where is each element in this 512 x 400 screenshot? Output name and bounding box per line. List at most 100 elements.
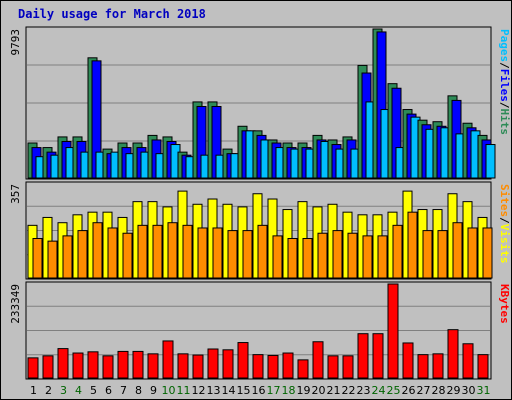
bar-kbytes-day-8 [132,350,144,379]
bar-kbytes-day-11 [177,353,189,379]
bar-sites-day-8 [137,224,148,279]
legend-1: Sites/Visits [498,184,511,264]
day-label-3: 3 [60,384,67,397]
bar-sites-day-26 [407,211,418,279]
bar-sites-day-23 [362,235,373,279]
legend-entry: Visits [498,224,511,264]
day-label-6: 6 [105,384,112,397]
bar-kbytes-day-26 [402,342,414,379]
axis-max-label: 9793 [9,29,22,56]
day-label-9: 9 [150,384,157,397]
day-label-16: 16 [252,384,266,397]
bar-pages-day-31 [485,144,496,179]
bar-kbytes-day-10 [162,340,174,379]
bar-sites-day-22 [347,232,358,279]
bar-kbytes-day-18 [282,352,294,379]
bar-kbytes-day-22 [342,355,354,379]
day-label-5: 5 [90,384,97,397]
bar-kbytes-day-19 [297,359,309,379]
day-label-28: 28 [432,384,446,397]
day-label-27: 27 [417,384,431,397]
legend-entry: / [498,217,511,224]
bar-kbytes-day-24 [372,333,384,379]
legend-entry: / [498,102,511,109]
bar-kbytes-day-12 [192,354,204,379]
bar-kbytes-day-13 [207,348,219,379]
bar-sites-day-28 [437,230,448,279]
day-label-15: 15 [237,384,251,397]
bar-kbytes-day-21 [327,355,339,379]
day-label-14: 14 [222,384,236,397]
bar-sites-day-20 [317,232,328,279]
day-label-20: 20 [312,384,326,397]
bar-sites-day-9 [152,224,163,279]
legend-entry: / [498,62,511,69]
day-label-26: 26 [402,384,416,397]
bar-sites-day-7 [122,232,133,279]
day-label-11: 11 [177,384,191,397]
day-label-24: 24 [372,384,386,397]
day-label-10: 10 [162,384,176,397]
bar-sites-day-13 [212,227,223,279]
day-label-31: 31 [477,384,491,397]
legend-entry: Pages [498,29,511,62]
chart-title: Daily usage for March 2018 [18,7,206,21]
day-label-22: 22 [342,384,356,397]
legend-entry: KBytes [498,284,511,324]
bar-kbytes-day-23 [357,333,369,379]
bar-sites-day-29 [452,222,463,279]
bar-sites-day-17 [272,235,283,279]
bar-sites-day-19 [302,238,313,279]
bar-kbytes-day-31 [477,354,489,379]
day-label-13: 13 [207,384,221,397]
bar-sites-day-14 [227,230,238,279]
bar-sites-day-1 [32,238,43,279]
day-label-12: 12 [192,384,206,397]
bar-kbytes-day-2 [42,355,54,379]
axis-max-label: 233349 [9,284,22,324]
bar-kbytes-day-27 [417,354,429,379]
legend-entry: Files [498,69,511,102]
bar-kbytes-day-28 [432,353,444,379]
bar-sites-day-25 [392,224,403,279]
bar-kbytes-day-29 [447,329,459,379]
day-label-7: 7 [120,384,127,397]
bar-kbytes-day-15 [237,342,249,379]
bar-sites-day-21 [332,230,343,279]
bar-kbytes-day-9 [147,353,159,379]
bar-sites-day-6 [107,227,118,279]
bar-sites-day-30 [467,227,478,279]
bar-sites-day-27 [422,230,433,279]
bar-sites-day-18 [287,238,298,279]
day-label-30: 30 [462,384,476,397]
bar-kbytes-day-30 [462,343,474,379]
day-label-21: 21 [327,384,341,397]
legend-2: KBytes [498,284,511,324]
bar-sites-day-3 [62,235,73,279]
bar-kbytes-day-6 [102,355,114,379]
bar-kbytes-day-4 [72,352,84,379]
bar-kbytes-day-25 [387,283,399,379]
bar-kbytes-day-1 [27,357,39,379]
bar-kbytes-day-16 [252,354,264,379]
bar-sites-day-11 [182,224,193,279]
bar-sites-day-4 [77,230,88,279]
bar-kbytes-day-3 [57,348,69,379]
bar-kbytes-day-17 [267,354,279,379]
day-label-4: 4 [75,384,82,397]
bar-sites-day-16 [257,224,268,279]
day-label-25: 25 [387,384,401,397]
bar-sites-day-12 [197,227,208,279]
day-label-29: 29 [447,384,461,397]
bar-kbytes-day-5 [87,351,99,379]
day-label-19: 19 [297,384,311,397]
day-label-17: 17 [267,384,281,397]
bar-sites-day-2 [47,240,58,279]
bar-kbytes-day-14 [222,349,234,379]
day-label-23: 23 [357,384,371,397]
day-label-8: 8 [135,384,142,397]
bar-sites-day-15 [242,230,253,279]
bar-sites-day-5 [92,222,103,279]
